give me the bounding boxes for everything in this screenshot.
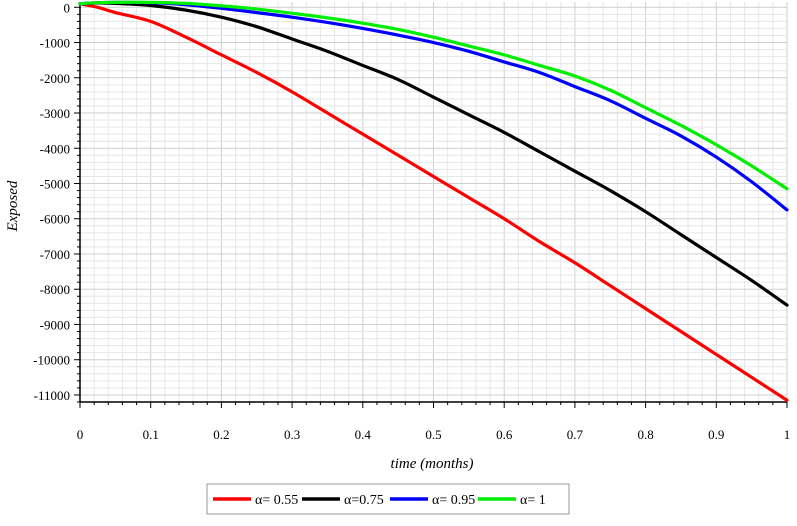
y-tick-label: -2000 xyxy=(40,71,70,86)
y-tick-label: -1000 xyxy=(40,36,70,51)
x-tick-labels: 0 0.1 0.2 0.3 0.4 0.5 0.6 0.7 0.8 0.9 1 xyxy=(77,427,791,442)
legend: α= 0.55 α=0.75 α= 0.95 α= 1 xyxy=(206,483,570,515)
x-tick-label: 0.5 xyxy=(425,427,441,442)
y-tick-label: -3000 xyxy=(40,106,70,121)
x-tick-label: 0.8 xyxy=(637,427,653,442)
y-tick-label: -9000 xyxy=(40,317,70,332)
x-tick-label: 0.7 xyxy=(567,427,584,442)
y-tick-label: -5000 xyxy=(40,176,70,191)
x-axis-title: time (months) xyxy=(391,456,474,472)
series-lines xyxy=(78,0,789,402)
y-tick-label: -4000 xyxy=(40,141,70,156)
y-tick-label: -11000 xyxy=(34,388,70,403)
axes xyxy=(74,2,788,408)
y-axis-title: Exposed xyxy=(5,180,21,232)
legend-label-1: α= 0.55 xyxy=(255,493,298,508)
x-tick-label: 0.1 xyxy=(143,427,159,442)
x-tick-label: 1 xyxy=(784,427,791,442)
x-tick-label: 0.2 xyxy=(213,427,229,442)
y-tick-label: -10000 xyxy=(33,353,70,368)
series-line-1 xyxy=(78,2,789,402)
x-tick-label: 0.3 xyxy=(284,427,300,442)
x-tick-label: 0 xyxy=(77,427,84,442)
legend-label-4: α= 1 xyxy=(520,493,546,508)
y-tick-labels: 0 -1000 -2000 -3000 -4000 -5000 -6000 -7000 -800… xyxy=(33,0,70,403)
y-tick-label: 0 xyxy=(64,0,71,15)
legend-label-3: α= 0.95 xyxy=(432,493,475,508)
legend-label-2: α=0.75 xyxy=(344,493,384,508)
series-line-4 xyxy=(78,0,789,191)
x-tick-label: 0.9 xyxy=(708,427,724,442)
grid xyxy=(79,2,788,403)
y-tick-label: -6000 xyxy=(40,212,70,227)
series-line-2 xyxy=(78,1,789,307)
x-tick-label: 0.4 xyxy=(355,427,372,442)
x-tick-label: 0.6 xyxy=(496,427,513,442)
y-tick-label: -7000 xyxy=(40,247,70,262)
y-tick-label: -8000 xyxy=(40,282,70,297)
